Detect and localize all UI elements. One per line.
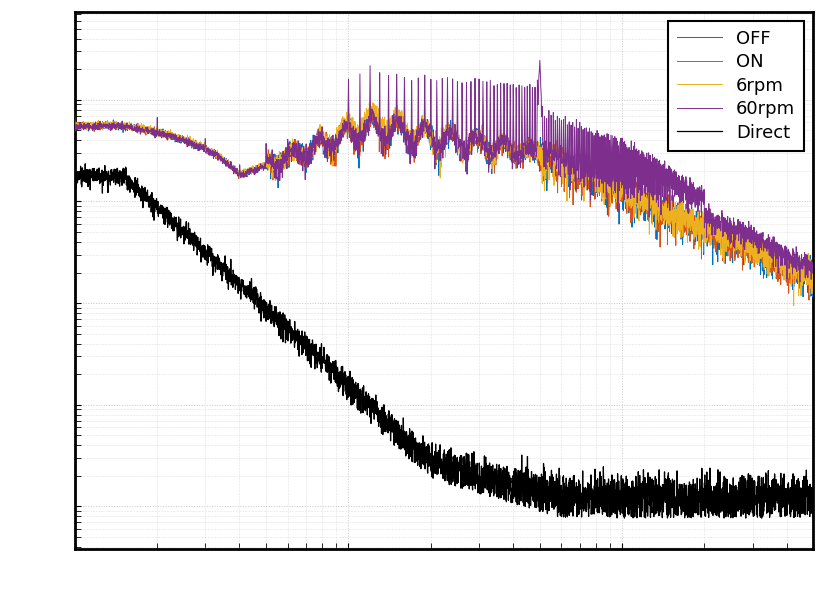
OFF [607, 186, 617, 194]
6rpm [380, 127, 390, 134]
Line: Direct: Direct [75, 164, 813, 518]
OFF [368, 102, 378, 109]
Direct [81, 160, 90, 168]
60rpm [70, 111, 80, 118]
6rpm [70, 123, 80, 130]
6rpm [808, 275, 818, 282]
OFF [786, 261, 796, 268]
Direct [386, 417, 396, 424]
ON [808, 270, 818, 277]
60rpm [795, 278, 805, 286]
ON [607, 190, 617, 197]
Direct [757, 514, 767, 522]
Line: 6rpm: 6rpm [75, 103, 813, 306]
Line: ON: ON [75, 110, 813, 300]
OFF [421, 124, 431, 132]
ON [380, 137, 390, 145]
6rpm [607, 173, 617, 181]
OFF [808, 270, 818, 277]
OFF [386, 123, 396, 130]
60rpm [749, 236, 759, 243]
6rpm [386, 117, 396, 124]
60rpm [607, 193, 617, 200]
Legend: OFF, ON, 6rpm, 60rpm, Direct: OFF, ON, 6rpm, 60rpm, Direct [667, 21, 804, 150]
ON [804, 297, 814, 304]
ON [421, 122, 431, 129]
Direct [749, 477, 759, 484]
6rpm [368, 99, 378, 106]
6rpm [788, 302, 798, 309]
OFF [749, 238, 759, 245]
ON [70, 122, 80, 129]
OFF [70, 122, 80, 129]
ON [369, 106, 379, 113]
Line: 60rpm: 60rpm [75, 60, 813, 282]
ON [386, 123, 396, 130]
Direct [380, 409, 390, 416]
60rpm [535, 57, 544, 64]
ON [749, 251, 759, 258]
6rpm [786, 264, 796, 271]
OFF [380, 138, 390, 145]
OFF [808, 293, 818, 300]
Direct [421, 451, 431, 458]
Direct [607, 500, 617, 507]
60rpm [786, 258, 796, 265]
60rpm [386, 126, 396, 133]
6rpm [749, 255, 759, 263]
ON [786, 257, 796, 264]
Line: OFF: OFF [75, 106, 813, 297]
Direct [786, 486, 796, 493]
60rpm [421, 119, 431, 126]
6rpm [421, 116, 431, 123]
60rpm [808, 258, 818, 266]
Direct [70, 173, 80, 180]
Direct [808, 499, 818, 506]
60rpm [380, 128, 390, 135]
